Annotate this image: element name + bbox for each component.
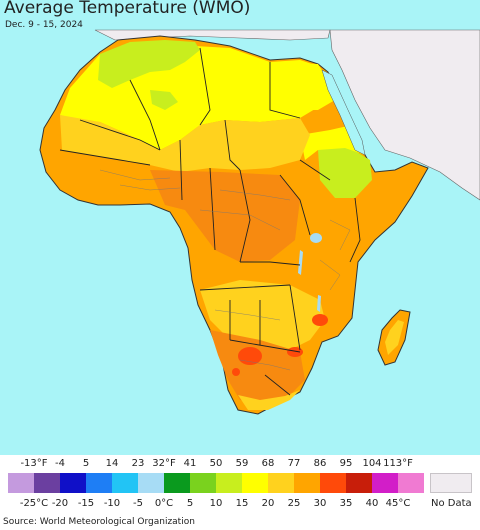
legend-tick-label: -4 xyxy=(55,458,65,469)
legend-tick-label: 15 xyxy=(235,498,249,509)
central-africa-orange xyxy=(150,170,300,262)
legend-swatch xyxy=(112,473,138,493)
legend-tick-label: 30 xyxy=(313,498,327,509)
arabia-landmass xyxy=(329,29,480,201)
legend-tick-label: 95 xyxy=(339,458,353,469)
legend-swatch xyxy=(294,473,320,493)
lake-tanganyika xyxy=(298,250,303,275)
legend-swatches xyxy=(8,473,424,493)
africa-map xyxy=(39,29,480,415)
hotspot-botswana xyxy=(287,347,303,357)
north-coast-green xyxy=(98,40,200,88)
legend-tick-label: 5 xyxy=(186,498,194,509)
madagascar-inner xyxy=(385,320,404,355)
legend-swatch xyxy=(268,473,294,493)
hotspot-west xyxy=(232,368,240,376)
legend-swatch xyxy=(60,473,86,493)
legend-tick-label: 25 xyxy=(287,498,301,509)
legend-tick-label: 68 xyxy=(261,458,275,469)
legend-tick-label: 10 xyxy=(209,498,223,509)
legend-swatch xyxy=(320,473,346,493)
legend-swatch xyxy=(190,473,216,493)
legend-tick-label: 104 xyxy=(362,458,382,469)
legend-swatch xyxy=(372,473,398,493)
southern-africa-light xyxy=(200,280,325,350)
country-borders xyxy=(59,47,361,396)
color-legend: -13°F -4 5 14 23 32°F 41 50 59 68 77 86 95 104 113°F -… xyxy=(0,455,480,530)
celsius-scale: -25°C -20 -15 -10 -5 0°C 5 10 15 20 25 30 35 40 45°C xyxy=(0,498,480,510)
legend-tick-label: -5 xyxy=(133,498,143,509)
hotspot-mozambique xyxy=(312,314,328,326)
legend-tick-label: 86 xyxy=(313,458,327,469)
legend-swatch xyxy=(34,473,60,493)
legend-tick-label: 20 xyxy=(261,498,275,509)
legend-tick-label: 113°F xyxy=(383,458,413,469)
fahrenheit-scale: -13°F -4 5 14 23 32°F 41 50 59 68 77 86 95 104 113°F xyxy=(0,458,480,470)
map-title: Average Temperature (WMO) xyxy=(4,0,251,18)
temperature-map: Average Temperature (WMO) Dec. 9 - 15, 2… xyxy=(0,0,480,455)
legend-tick-label: 32°F xyxy=(152,458,176,469)
legend-tick-label: 41 xyxy=(183,458,197,469)
ethiopia-green xyxy=(318,145,372,198)
date-range: Dec. 9 - 15, 2024 xyxy=(5,20,83,30)
legend-tick-label: -15 xyxy=(77,498,95,509)
legend-tick-label: -13°F xyxy=(20,458,48,469)
egypt-region xyxy=(270,62,335,110)
legend-swatch xyxy=(216,473,242,493)
legend-swatch xyxy=(8,473,34,493)
lake-victoria xyxy=(310,233,322,243)
west-africa-light-orange xyxy=(60,115,310,172)
no-data-swatch xyxy=(430,473,472,493)
lake-malawi xyxy=(317,295,321,312)
libya-coast-green xyxy=(150,90,178,110)
source-credit: Source: World Meteorological Organizatio… xyxy=(3,517,195,527)
legend-tick-label: 14 xyxy=(105,458,119,469)
legend-tick-label: 23 xyxy=(131,458,145,469)
no-data-label: No Data xyxy=(431,498,472,509)
cape-region xyxy=(238,390,300,410)
legend-tick-label: 50 xyxy=(209,458,223,469)
legend-tick-label: -10 xyxy=(103,498,121,509)
legend-tick-label: 35 xyxy=(339,498,353,509)
legend-swatch xyxy=(242,473,268,493)
legend-swatch xyxy=(86,473,112,493)
legend-swatch xyxy=(346,473,372,493)
legend-tick-label: 40 xyxy=(365,498,379,509)
red-sea xyxy=(321,69,366,156)
admin-borders xyxy=(99,169,351,371)
hotspot-namibia xyxy=(238,347,262,365)
legend-swatch xyxy=(164,473,190,493)
legend-swatch xyxy=(138,473,164,493)
legend-tick-label: 77 xyxy=(287,458,301,469)
legend-tick-label: -20 xyxy=(51,498,69,509)
legend-tick-label: -25°C xyxy=(19,498,49,509)
legend-swatch xyxy=(398,473,424,493)
legend-tick-label: 45°C xyxy=(385,498,411,509)
legend-tick-label: 5 xyxy=(82,458,90,469)
legend-tick-label: 59 xyxy=(235,458,249,469)
legend-tick-label: 0°C xyxy=(154,498,174,509)
